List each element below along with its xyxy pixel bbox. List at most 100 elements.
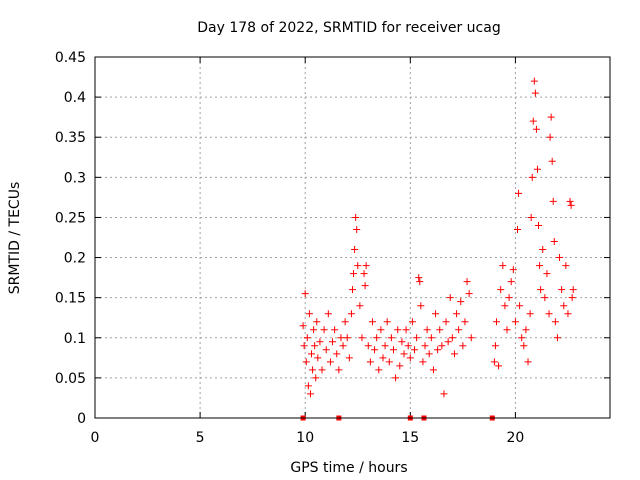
data-point	[416, 278, 424, 286]
data-point	[453, 310, 461, 318]
data-point	[358, 334, 366, 342]
data-point	[322, 346, 330, 354]
y-tick-label: 0	[77, 411, 86, 427]
data-point	[345, 354, 353, 362]
data-point	[511, 318, 519, 326]
data-point	[438, 342, 446, 350]
data-point	[385, 358, 393, 366]
data-point	[373, 334, 381, 342]
data-point	[335, 366, 343, 374]
data-point	[501, 302, 509, 310]
data-point	[535, 221, 543, 229]
data-point	[379, 354, 387, 362]
data-point	[490, 358, 498, 366]
grid-lines	[95, 57, 610, 418]
data-point	[537, 286, 545, 294]
data-point	[353, 225, 361, 233]
data-point	[567, 201, 575, 209]
data-point	[558, 286, 566, 294]
data-point	[423, 326, 431, 334]
data-point	[461, 318, 469, 326]
data-point	[419, 358, 427, 366]
data-point	[303, 334, 311, 342]
x-axis-ticks: 0 5 10 15 20	[91, 57, 524, 446]
data-point	[527, 213, 535, 221]
data-point	[377, 326, 385, 334]
data-point	[427, 334, 435, 342]
data-point	[329, 338, 337, 346]
data-point	[560, 302, 568, 310]
data-point	[306, 390, 314, 398]
data-point	[361, 282, 369, 290]
data-point	[507, 278, 515, 286]
y-tick-label: 0.15	[55, 291, 86, 307]
data-point	[299, 322, 307, 330]
data-point	[354, 262, 362, 270]
y-tick-label: 0.25	[55, 210, 86, 226]
data-point	[556, 254, 564, 262]
data-point	[495, 362, 503, 370]
data-point	[349, 286, 356, 294]
data-point	[503, 326, 511, 334]
data-point	[404, 342, 412, 350]
data-point	[553, 334, 561, 342]
data-point	[505, 294, 513, 302]
data-point	[392, 374, 400, 382]
data-point	[421, 342, 429, 350]
data-point	[425, 350, 433, 358]
data-point	[402, 326, 410, 334]
data-point	[548, 157, 556, 165]
data-point	[545, 310, 553, 318]
data-point	[497, 286, 505, 294]
data-point	[436, 326, 444, 334]
data-point	[526, 310, 534, 318]
chart-title: Day 178 of 2022, SRMTID for receiver uca…	[197, 20, 500, 36]
data-point	[564, 310, 572, 318]
data-point	[550, 238, 558, 246]
y-tick-label: 0.2	[64, 251, 86, 267]
data-point	[450, 350, 458, 358]
data-point	[532, 125, 540, 133]
data-point	[434, 346, 442, 354]
data-point	[448, 334, 456, 342]
data-point	[549, 197, 557, 205]
x-tick-label: 0	[91, 430, 100, 446]
data-point	[562, 262, 570, 270]
y-axis-label: SRMTID / TECUs	[7, 182, 23, 295]
data-point	[543, 270, 551, 278]
data-point	[364, 342, 372, 350]
data-point	[459, 342, 467, 350]
data-point	[529, 117, 537, 125]
data-point	[368, 318, 376, 326]
data-point	[326, 358, 334, 366]
data-point	[320, 326, 328, 334]
data-point	[499, 262, 507, 270]
x-tick-label: 10	[296, 430, 314, 446]
data-point	[311, 342, 319, 350]
data-point	[568, 294, 576, 302]
data-point	[313, 318, 321, 326]
data-point	[514, 225, 522, 233]
data-point	[350, 270, 358, 278]
data-point	[539, 246, 547, 254]
plot-frame	[94, 56, 611, 419]
data-point	[411, 346, 419, 354]
data-point	[301, 290, 309, 298]
data-point	[429, 366, 437, 374]
data-point	[343, 334, 351, 342]
data-point	[446, 294, 454, 302]
data-point	[396, 362, 404, 370]
data-point	[352, 213, 360, 221]
data-point	[408, 318, 416, 326]
data-point	[515, 189, 523, 197]
y-tick-label: 0.35	[55, 130, 86, 146]
data-point	[566, 197, 574, 205]
data-point	[383, 318, 391, 326]
data-point	[314, 354, 322, 362]
data-point	[465, 290, 473, 298]
data-point	[442, 318, 450, 326]
x-tick-label: 15	[401, 430, 419, 446]
data-point	[528, 173, 536, 181]
data-point	[569, 286, 577, 294]
